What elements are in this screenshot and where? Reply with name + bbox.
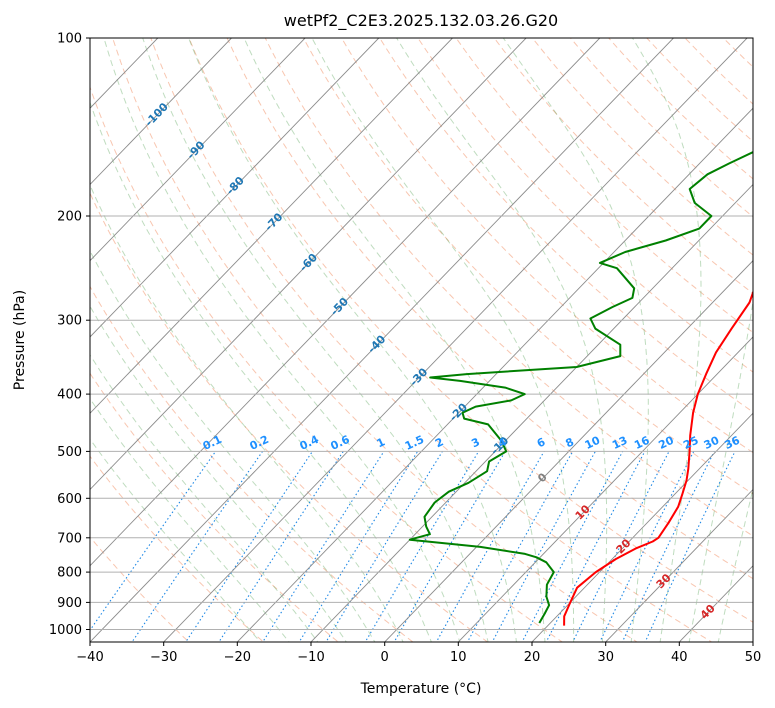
dry-adiabat-line: [226, 38, 753, 580]
mixing-ratio-label: 25: [681, 434, 700, 452]
y-tick-label: 1000: [49, 623, 82, 638]
isotherm-line: [457, 336, 753, 642]
dry-adiabat-line: [112, 38, 638, 642]
isobars: [90, 38, 753, 630]
x-tick-label: −10: [297, 650, 324, 665]
x-tick-label: −40: [76, 650, 103, 665]
y-tick-label: 900: [57, 596, 82, 611]
x-tick-label: 40: [671, 650, 688, 665]
x-tick-label: 0: [381, 650, 389, 665]
isotherm-line: [90, 38, 380, 338]
sounding-traces: [408, 151, 753, 626]
x-tick-label: 50: [745, 650, 762, 665]
dry-adiabat-line: [90, 372, 340, 642]
y-axis: 100 200 300 400 500 600 700 800 900 1000: [49, 32, 90, 638]
isotherm-line: [90, 38, 453, 414]
isotherm-line: [163, 38, 748, 642]
x-tick-label: 10: [450, 650, 467, 665]
mixing-ratio-label: 20: [657, 434, 677, 452]
isotherm-line: [90, 38, 601, 567]
isotherm-line: [90, 38, 232, 186]
moist-adiabat-line: [90, 183, 404, 642]
isotherm-line: [90, 38, 674, 642]
x-tick-label: −20: [224, 650, 251, 665]
moist-adiabat-line: [142, 38, 489, 642]
y-tick-label: 500: [57, 445, 82, 460]
dry-adiabat-line: [90, 285, 414, 642]
dry-adiabat-line: [90, 536, 190, 642]
mixing-ratio-label: 10: [583, 434, 603, 452]
dry-adiabats: [90, 38, 753, 642]
y-tick-label: 100: [57, 32, 82, 47]
x-axis-label: Temperature (°C): [360, 681, 482, 697]
dry-adiabat-line: [302, 38, 753, 495]
moist-adiabat-line: [90, 305, 347, 642]
y-tick-label: 600: [57, 492, 82, 507]
isotherm-line: [90, 38, 306, 262]
mixing-ratio-label: 16: [632, 434, 652, 452]
plot-frame: [89, 37, 754, 643]
dry-adiabat-line: [455, 38, 753, 334]
dry-adiabat-line: [493, 38, 753, 295]
isotherm-line: [605, 488, 753, 642]
dewpoint-trace: [408, 151, 753, 624]
mixing-ratio-label: 30: [702, 434, 722, 452]
dry-adiabat-line: [90, 85, 564, 642]
y-axis-label: Pressure (hPa): [12, 290, 28, 390]
x-axis: −40 −30 −20 −10 0 10 20 30 40 50: [76, 642, 761, 665]
moist-adiabat-line: [717, 486, 753, 642]
y-tick-label: 800: [57, 566, 82, 581]
x-tick-label: −30: [150, 650, 177, 665]
y-tick-label: 400: [57, 388, 82, 403]
y-tick-label: 300: [57, 314, 82, 329]
dry-adiabat-line: [90, 455, 265, 642]
x-tick-label: 20: [524, 650, 541, 665]
y-tick-label: 700: [57, 531, 82, 546]
x-tick-label: 30: [597, 650, 614, 665]
temperature-trace: [563, 289, 753, 626]
dry-adiabat-line: [341, 38, 753, 454]
moist-adiabat-line: [243, 38, 546, 642]
mixing-ratio-label: 36: [723, 434, 743, 452]
isotherm-line: [531, 412, 753, 642]
dry-adiabat-line: [90, 192, 489, 642]
isotherm-line: [90, 38, 527, 491]
isotherm-line: [384, 260, 753, 642]
isotherm-line: [310, 183, 753, 642]
plot-area: -100-90-80-70-60-50-40-30-20-100.1 0.2 0.4…: [90, 38, 753, 642]
dry-adiabat-line: [150, 38, 713, 642]
dry-adiabat-line: [188, 38, 753, 623]
moist-adiabat-line: [632, 38, 702, 642]
isotherm-line: [236, 107, 753, 642]
y-tick-label: 200: [57, 210, 82, 225]
chart-title: wetPf2_C2E3.2025.132.03.26.G20: [284, 11, 558, 31]
mixing-ratio-label: 13: [610, 434, 629, 452]
moist-adiabat-line: [688, 298, 753, 642]
isotherms: [90, 38, 753, 642]
